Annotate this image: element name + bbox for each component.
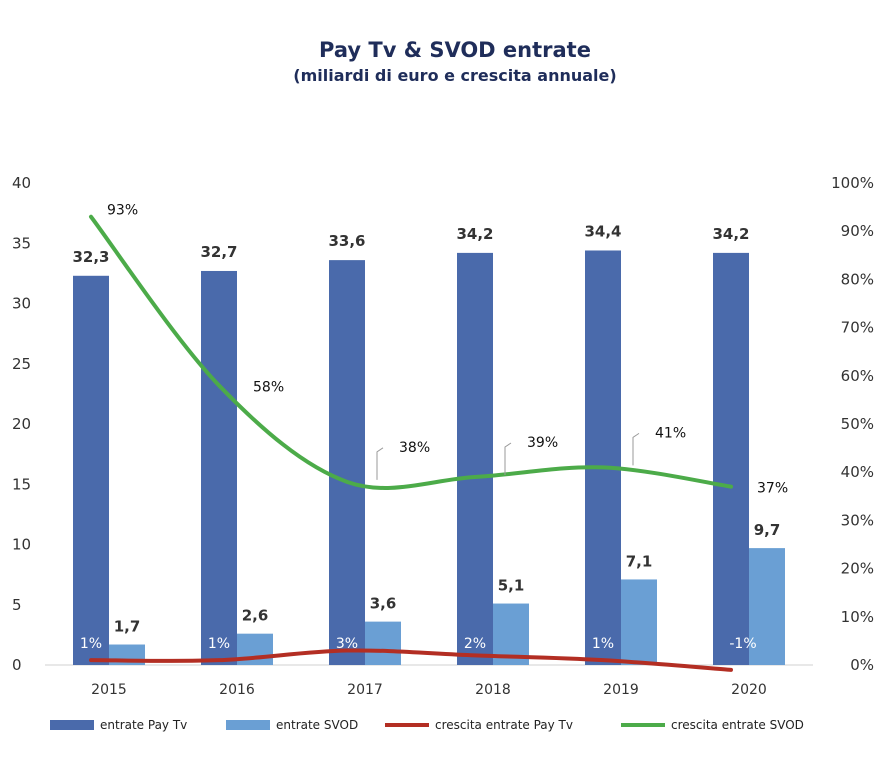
- axes: 0 5 10 15 20 25 30 35 40 0% 10% 20% 30% 40% 50% 60% 70% 8…: [12, 174, 874, 698]
- y-left-tick-label: 10: [12, 536, 31, 554]
- x-tick-label: 2020: [731, 682, 767, 698]
- y-right-tick-label: 40%: [841, 463, 874, 481]
- y-right-tick-label: 100%: [831, 174, 874, 192]
- y-right-tick-label: 50%: [841, 415, 874, 433]
- data-label-crescita-svod: 58%: [253, 379, 284, 395]
- legend-label: entrate SVOD: [276, 718, 358, 732]
- leader-line: [632, 432, 640, 466]
- data-label-svod: 3,6: [370, 595, 397, 613]
- data-labels: 32,3 1,7 32,7 2,6 33,6 3,6 34,2 5,1 34,4 7,1 34,2 9…: [72, 203, 788, 652]
- data-label-svod: 2,6: [242, 607, 269, 625]
- x-tick-label: 2019: [603, 682, 639, 698]
- x-tick-label: 2015: [91, 682, 127, 698]
- y-right-tick-label: 30%: [841, 511, 874, 529]
- y-right-tick-label: 90%: [841, 222, 874, 240]
- y-right-tick-label: 10%: [841, 608, 874, 626]
- data-label-svod: 5,1: [498, 577, 525, 595]
- leader-line: [504, 442, 512, 476]
- bar-entrate-pay-tv: [73, 275, 109, 665]
- y-left-tick-label: 30: [12, 295, 31, 313]
- legend-label: crescita entrate Pay Tv: [435, 718, 573, 732]
- y-right-tick-label: 70%: [841, 319, 874, 337]
- bar-entrate-pay-tv: [329, 260, 365, 665]
- data-label-crescita-pay-tv: 1%: [208, 636, 230, 652]
- chart-title: Pay Tv & SVOD entrate: [319, 38, 591, 62]
- bar-entrate-pay-tv: [713, 252, 749, 665]
- legend-swatch: [50, 720, 94, 730]
- line-crescita-svod: [89, 214, 733, 490]
- y-right-tick-label: 0%: [850, 656, 874, 674]
- legend-label: crescita entrate SVOD: [671, 718, 804, 732]
- bar-entrate-pay-tv: [585, 250, 621, 666]
- y-left-tick-label: 20: [12, 415, 31, 433]
- y-left-tick-label: 15: [12, 475, 31, 493]
- y-left-tick-label: 0: [12, 656, 22, 674]
- x-tick-label: 2016: [219, 682, 255, 698]
- bar-entrate-svod: [749, 548, 785, 665]
- bar-entrate-svod: [621, 579, 657, 665]
- data-label-svod: 9,7: [754, 521, 781, 539]
- data-label-pay-tv: 34,4: [584, 222, 621, 240]
- leader-line: [376, 447, 384, 480]
- data-label-crescita-pay-tv: 3%: [336, 636, 358, 652]
- bar-entrate-pay-tv: [457, 252, 493, 665]
- legend-swatch: [226, 720, 270, 730]
- chart-subtitle: (miliardi di euro e crescita annuale): [293, 66, 616, 85]
- bars: [73, 250, 785, 666]
- y-left-tick-label: 40: [12, 174, 31, 192]
- y-left-tick-label: 5: [12, 596, 22, 614]
- data-label-pay-tv: 32,3: [72, 248, 109, 266]
- y-right-tick-label: 20%: [841, 560, 874, 578]
- bar-entrate-svod: [365, 621, 401, 665]
- data-label-svod: 7,1: [626, 552, 653, 570]
- data-label-crescita-svod: 41%: [655, 425, 686, 441]
- data-label-crescita-pay-tv: 1%: [80, 636, 102, 652]
- data-label-crescita-pay-tv: 2%: [464, 636, 486, 652]
- x-tick-label: 2018: [475, 682, 511, 698]
- x-tick-label: 2017: [347, 682, 383, 698]
- data-label-pay-tv: 32,7: [200, 243, 237, 261]
- line-crescita-pay-tv: [89, 648, 733, 672]
- legend: entrate Pay Tv entrate SVOD crescita entra…: [50, 718, 804, 732]
- y-right-tick-label: 60%: [841, 367, 874, 385]
- data-label-pay-tv: 33,6: [328, 232, 365, 250]
- growth-lines: [89, 214, 733, 672]
- data-label-pay-tv: 34,2: [712, 225, 749, 243]
- legend-label: entrate Pay Tv: [100, 718, 187, 732]
- y-right-tick-label: 80%: [841, 270, 874, 288]
- y-left-tick-label: 35: [12, 234, 31, 252]
- data-label-crescita-svod: 93%: [107, 203, 138, 219]
- data-label-crescita-svod: 39%: [527, 435, 558, 451]
- data-label-crescita-pay-tv: 1%: [592, 636, 614, 652]
- y-left-tick-label: 25: [12, 355, 31, 373]
- data-label-pay-tv: 34,2: [456, 225, 493, 243]
- data-label-crescita-svod: 37%: [757, 481, 788, 497]
- data-label-svod: 1,7: [114, 618, 141, 636]
- data-label-crescita-svod: 38%: [399, 440, 430, 456]
- data-label-crescita-pay-tv: -1%: [729, 636, 756, 652]
- bar-entrate-pay-tv: [201, 270, 237, 665]
